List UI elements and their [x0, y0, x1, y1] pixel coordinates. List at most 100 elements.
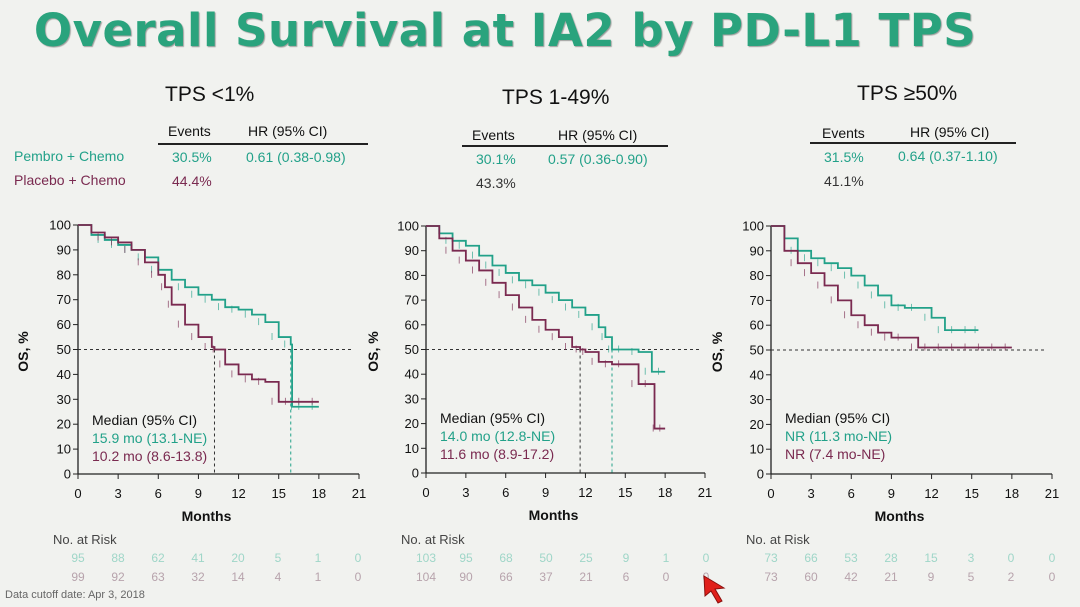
y-tick-label: 70 [750, 293, 764, 308]
at-risk-placebo: 0 [1048, 570, 1056, 584]
curve-placebo [771, 225, 1012, 349]
x-tick-label: 9 [195, 486, 202, 501]
at-risk-pembro: 0 [1048, 551, 1056, 565]
x-tick-label: 3 [808, 486, 815, 501]
curve-pembro [771, 225, 979, 332]
y-tick-label: 50 [57, 342, 71, 357]
at-risk-placebo: 21 [884, 570, 898, 584]
y-tick-label: 30 [405, 391, 419, 406]
y-tick-label: 20 [750, 417, 764, 432]
y-tick-label: 80 [750, 268, 764, 283]
censor-marks-pembro [97, 235, 313, 410]
at-risk-pembro: 1 [314, 551, 322, 565]
events-pembro: 31.5% [824, 149, 864, 165]
y-tick-label: 50 [405, 342, 419, 357]
events-placebo: 44.4% [172, 173, 212, 189]
at-risk-pembro: 41 [191, 551, 205, 565]
x-tick-label: 3 [115, 486, 122, 501]
at-risk-pembro: 9 [622, 551, 630, 565]
events-placebo: 43.3% [476, 175, 516, 191]
at-risk-placebo: 104 [415, 570, 437, 584]
x-tick-label: 6 [848, 486, 855, 501]
at-risk-pembro: 68 [499, 551, 513, 565]
at-risk-pembro: 50 [539, 551, 553, 565]
censor-marks-placebo [445, 246, 661, 432]
y-tick-label: 100 [49, 218, 71, 233]
x-tick-label: 12 [924, 486, 938, 501]
y-tick-label: 90 [57, 242, 71, 257]
x-tick-label: 15 [964, 486, 978, 501]
at-risk-label: No. at Risk [401, 532, 465, 547]
hr-header: HR (95% CI) [910, 124, 990, 140]
at-risk-pembro: 25 [579, 551, 593, 565]
median-title: Median (95% CI) [92, 412, 197, 428]
at-risk-placebo: 9 [927, 570, 935, 584]
at-risk-pembro: 88 [111, 551, 125, 565]
at-risk-placebo: 0 [354, 570, 362, 584]
median-pembro: 14.0 mo (12.8-NE) [440, 428, 555, 444]
median-pembro: 15.9 mo (13.1-NE) [92, 430, 207, 446]
y-tick-label: 0 [64, 467, 71, 482]
at-risk-label: No. at Risk [746, 532, 810, 547]
at-risk-pembro: 0 [1007, 551, 1015, 565]
table-rule [810, 142, 1016, 144]
censor-marks-pembro [790, 246, 976, 334]
y-tick-label: 80 [57, 267, 71, 282]
at-risk-placebo: 73 [764, 570, 778, 584]
x-tick-label: 18 [312, 486, 326, 501]
y-tick-label: 60 [405, 317, 419, 332]
legend-placebo: Placebo + Chemo [14, 172, 126, 188]
y-tick-label: 40 [750, 367, 764, 382]
x-axis-label: Months [529, 507, 579, 523]
events-placebo: 41.1% [824, 173, 864, 189]
y-tick-label: 20 [405, 416, 419, 431]
y-tick-label: 70 [405, 293, 419, 308]
y-axis-label: OS, % [709, 331, 725, 372]
x-tick-label: 6 [155, 486, 162, 501]
x-tick-label: 15 [271, 486, 285, 501]
y-axis-label: OS, % [15, 331, 31, 372]
x-tick-label: 3 [462, 485, 469, 500]
at-risk-placebo: 99 [71, 570, 85, 584]
y-tick-label: 100 [397, 219, 419, 234]
median-placebo: 11.6 mo (8.9-17.2) [440, 446, 554, 462]
events-pembro: 30.1% [476, 151, 516, 167]
at-risk-pembro: 5 [274, 551, 282, 565]
at-risk-pembro: 66 [804, 551, 818, 565]
at-risk-placebo: 0 [662, 570, 670, 584]
x-tick-label: 12 [231, 486, 245, 501]
x-tick-label: 21 [698, 485, 712, 500]
censor-marks-pembro [445, 236, 659, 375]
events-header: Events [472, 127, 515, 143]
x-tick-label: 21 [1045, 486, 1059, 501]
at-risk-pembro: 62 [151, 551, 165, 565]
events-header: Events [822, 125, 865, 141]
hr-header: HR (95% CI) [248, 123, 328, 139]
at-risk-pembro: 20 [231, 551, 245, 565]
median-placebo: 10.2 mo (8.6-13.8) [92, 448, 207, 464]
y-tick-label: 60 [750, 318, 764, 333]
at-risk-pembro: 28 [884, 551, 898, 565]
at-risk-pembro: 0 [354, 551, 362, 565]
at-risk-placebo: 66 [499, 570, 513, 584]
x-tick-label: 12 [578, 485, 592, 500]
at-risk-pembro: 3 [967, 551, 975, 565]
x-tick-label: 0 [422, 485, 429, 500]
median-title: Median (95% CI) [785, 410, 890, 426]
censor-marks-placebo [790, 259, 1006, 351]
y-tick-label: 10 [750, 442, 764, 457]
pointer-cursor-icon [703, 575, 726, 604]
at-risk-pembro: 15 [924, 551, 938, 565]
y-tick-label: 0 [412, 466, 419, 481]
panel-title-tps-ge50: TPS ≥50% [857, 82, 958, 105]
panel-title-tps-1-49: TPS 1-49% [502, 86, 610, 109]
at-risk-placebo: 21 [579, 570, 593, 584]
y-tick-label: 30 [57, 392, 71, 407]
at-risk-pembro: 1 [662, 551, 670, 565]
x-tick-label: 18 [658, 485, 672, 500]
y-tick-label: 90 [750, 243, 764, 258]
at-risk-placebo: 90 [459, 570, 473, 584]
x-axis-label: Months [875, 508, 925, 524]
x-tick-label: 18 [1005, 486, 1019, 501]
at-risk-placebo: 1 [314, 570, 322, 584]
